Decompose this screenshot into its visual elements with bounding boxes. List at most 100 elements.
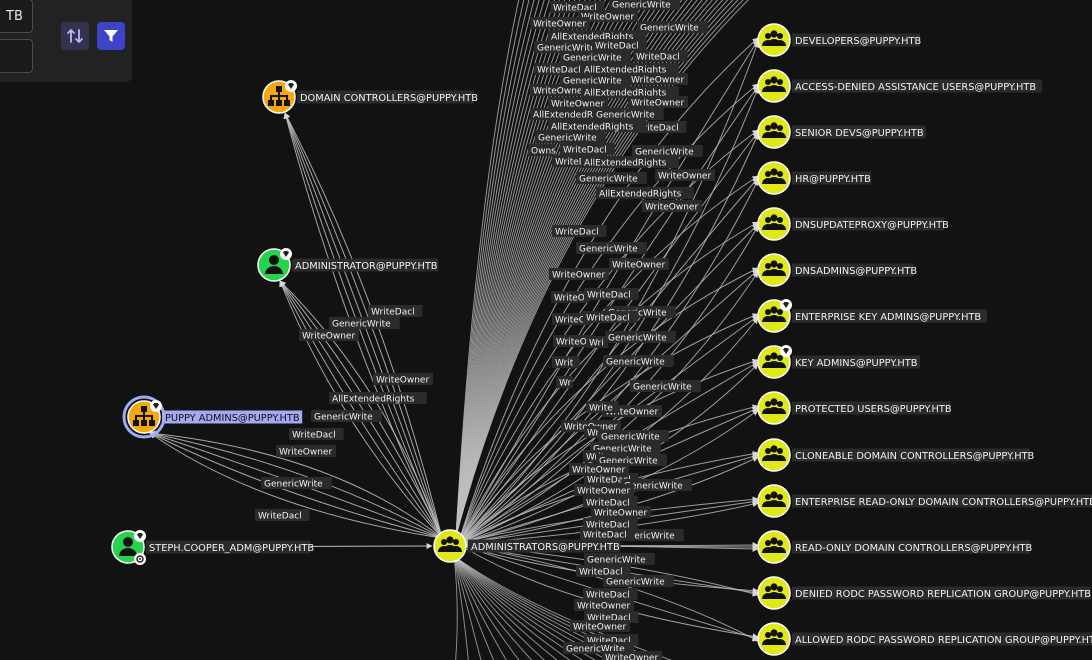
edge-label-text: WriteOwner [658,172,711,182]
node-target-group-label: HR@PUPPY.HTB [795,174,871,185]
node-target-group[interactable]: HR@PUPPY.HTB [757,161,872,195]
edge-label-text: Writ [586,453,605,463]
node-target-group[interactable]: ENTERPRISE KEY ADMINS@PUPPY.HTB [757,299,988,333]
node-target-group-label: KEY ADMINS@PUPPY.HTB [795,358,918,369]
node-administrators[interactable]: ADMINISTRATORS@PUPPY.HTB [433,529,621,563]
node-target-group-label-bg [792,494,1092,508]
node-puppy-admins[interactable]: PUPPY ADMINS@PUPPY.HTB [122,395,303,439]
edge-label-text: WriteO [556,338,587,348]
graph-edge [453,555,558,660]
node-target-group[interactable]: ENTERPRISE READ-ONLY DOMAIN CONTROLLERS@… [757,484,1092,518]
edge-label-bg [548,97,608,109]
node-target-group[interactable]: ACCESS-DENIED ASSISTANCE USERS@PUPPY.HTB [757,69,1042,103]
node-target-group[interactable]: ALLOWED RODC PASSWORD REPLICATION GROUP@… [757,622,1092,656]
graph-edge [149,432,443,539]
node-target-group[interactable]: SENIOR DEVS@PUPPY.HTB [757,115,927,149]
node-steph-cooper-adm[interactable]: STEPH.COOPER_ADM@PUPPY.HTB [111,530,314,566]
edge-label: WriteDacl [552,225,607,238]
edge-label-bg [609,0,680,10]
edge-label-text: WriteOwner [581,13,634,23]
edge-label-bg [276,445,336,457]
edge-label-bg [528,144,556,156]
node-administrator[interactable]: ADMINISTRATOR@PUPPY.HTB [257,248,439,282]
edge-label: Wr [556,376,573,389]
node-target-group-label: ACCESS-DENIED ASSISTANCE USERS@PUPPY.HTB [795,82,1036,93]
edge-label-text: WriteOwner [631,76,684,86]
swap-button[interactable] [61,22,89,50]
node-target-group[interactable]: DEVELOPERS@PUPPY.HTB [757,23,922,57]
node-target-group-label: DNSUPDATEPROXY@PUPPY.HTB [795,220,949,231]
edge-label: WriteOwner [628,73,688,86]
edge-label: AllExtendedRights [581,156,679,169]
filter-button[interactable] [97,22,125,50]
edge-label-text: WriteDacl [553,4,597,14]
edge-label-text: AllExtendedRights [551,33,634,43]
end-node-input[interactable] [0,39,33,73]
edge-label: GenericWrite [603,575,674,588]
node-target-group[interactable]: DNSADMINS@PUPPY.HTB [757,253,917,287]
edge-label: Wri [586,336,609,349]
edge-label-text: GenericWrite [633,383,692,393]
node-target-group[interactable]: READ-ONLY DOMAIN CONTROLLERS@PUPPY.HTB [757,530,1033,564]
edge-label: WriteDacl [576,565,631,578]
edge-label-bg [628,73,688,85]
start-node-value: TB [6,8,23,24]
node-target-group-label-bg [792,217,945,231]
edge-label: AllExtendedRights [581,86,679,99]
edge-label-bg [549,268,609,280]
node-target-group-label: ALLOWED RODC PASSWORD REPLICATION GROUP@… [795,635,1092,646]
edge-label-text: AllExtendedRights [599,190,682,200]
edge-label: WriteOwner [373,373,433,386]
edge-label-text: GenericWrite [314,413,373,423]
node-target-group[interactable]: DNSUPDATEPROXY@PUPPY.HTB [757,207,949,241]
edge-label: GenericWrite [609,0,680,11]
node-target-group-label: DEVELOPERS@PUPPY.HTB [795,36,922,47]
node-target-group[interactable]: PROTECTED USERS@PUPPY.HTB [757,391,952,425]
edge-label: WriteOwner [276,445,336,458]
node-domain-controllers[interactable]: DOMAIN CONTROLLERS@PUPPY.HTB [262,80,478,114]
edge-label-text: WriteDacl [635,124,679,134]
node-target-group-label-bg [792,540,1030,554]
edge-label-bg [586,401,619,413]
graph-edge [457,358,759,545]
graph-edge [457,133,759,545]
graph-edge [453,555,596,660]
node-target-group[interactable]: CLONEABLE DOMAIN CONTROLLERS@PUPPY.HTB [757,438,1035,472]
edge-label-text: WriteDacl [636,53,680,63]
edge-label-text: WriteDacl [555,158,599,168]
edge-label: WriteDacl [368,305,423,318]
edge-label-bg [583,588,638,600]
node-target-group[interactable]: KEY ADMINS@PUPPY.HTB [757,345,920,379]
edge-label: GenericWrite [598,430,669,443]
node-administrators-label-bg [468,539,621,553]
tier-zero-gem-icon [150,400,162,412]
edge-label: AllExtendedRights [548,120,646,133]
edge-label: GenericWrite [630,380,701,393]
edge-label-text: WriteOwner [594,509,647,519]
filter-icon [104,30,118,42]
start-node-input[interactable]: TB [0,0,33,33]
swap-vertical-icon [67,29,83,43]
node-target-group[interactable]: DENIED RODC PASSWORD REPLICATION GROUP@P… [757,576,1091,610]
edge-label-bg [581,86,679,98]
graph-edge [457,175,759,545]
graph-edge [149,432,443,539]
edge-label-text: WriteDacl [587,291,631,301]
node-target-group-label: PROTECTED USERS@PUPPY.HTB [795,404,952,415]
edge-label-text: WriteDacl [595,42,639,52]
edge-label-text: WriteOwner [552,271,605,281]
graph-edge [457,221,759,545]
edge-label-text: WriteDacl [586,591,630,601]
edge-label-text: WriteDacl [586,521,630,531]
tier-zero-gem-icon [280,248,292,260]
edge-label-text: GenericWrite [579,245,638,255]
edge-label-bg [598,430,669,442]
edge-label-bg [584,426,601,438]
edge-label: WriteO [552,313,591,326]
node-layer[interactable]: DOMAIN CONTROLLERS@PUPPY.HTB ADMINISTRATO… [111,23,1092,656]
owned-target-icon [133,552,147,566]
edge-label: WriteOwner [548,97,608,110]
edge-label-bg [552,356,580,368]
